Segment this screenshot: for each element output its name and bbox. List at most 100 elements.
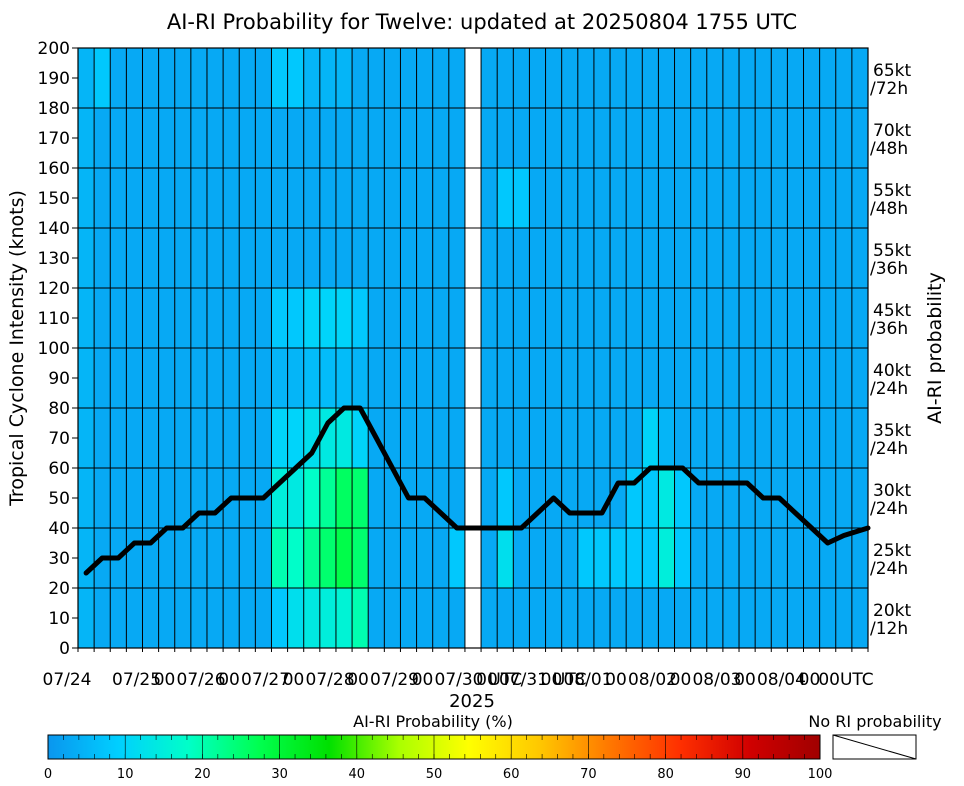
prob-cell: [400, 408, 417, 469]
prob-cell: [706, 48, 724, 109]
prob-cell: [158, 108, 176, 169]
prob-cell: [158, 228, 176, 289]
prob-cell: [319, 228, 337, 289]
prob-cell: [819, 348, 837, 409]
prob-cell: [706, 408, 724, 469]
y-tick-label: 30: [48, 549, 70, 569]
x-tick-label: 00UTC: [818, 670, 873, 690]
prob-cell: [464, 468, 482, 529]
prob-cell: [610, 228, 627, 289]
prob-cell: [335, 288, 353, 349]
prob-cell: [787, 468, 804, 529]
prob-cell: [384, 408, 401, 469]
prob-cell: [593, 528, 611, 589]
y-tick-label: 160: [38, 159, 70, 179]
prob-cell: [126, 408, 143, 469]
prob-cell: [78, 288, 95, 349]
x-tick-label: 00: [412, 670, 434, 690]
prob-cell: [722, 528, 740, 589]
prob-cell: [706, 528, 724, 589]
prob-cell: [803, 348, 821, 409]
prob-cell: [255, 408, 272, 469]
y-tick-label: 60: [48, 459, 70, 479]
prob-cell: [561, 468, 579, 529]
colorbar-tick-label: 40: [349, 767, 366, 782]
prob-cell: [642, 588, 659, 649]
prob-cell: [787, 408, 804, 469]
prob-cell: [577, 168, 595, 229]
prob-cell: [851, 288, 869, 349]
prob-cell: [400, 588, 417, 649]
prob-cell: [819, 288, 837, 349]
prob-cell: [690, 108, 708, 169]
prob-cell: [78, 348, 95, 409]
prob-cell: [158, 348, 176, 409]
prob-cell: [819, 228, 837, 289]
prob-cell: [851, 48, 869, 109]
prob-cell: [803, 108, 821, 169]
prob-cell: [674, 48, 692, 109]
colorbar-tick-label: 30: [271, 767, 288, 782]
prob-cell: [577, 288, 595, 349]
prob-cell: [739, 348, 756, 409]
prob-cell: [110, 588, 127, 649]
prob-cell: [206, 588, 224, 649]
prob-cell: [416, 408, 434, 469]
prob-cell: [464, 528, 482, 589]
x-tick-label: 00: [347, 670, 369, 690]
prob-cell: [142, 588, 160, 649]
prob-cell: [755, 228, 772, 289]
prob-cell: [271, 48, 288, 109]
x-tick-label: UTC: [553, 670, 587, 690]
prob-cell: [416, 228, 434, 289]
prob-cell: [174, 528, 192, 589]
prob-cell: [561, 228, 579, 289]
prob-cell: [223, 408, 240, 469]
prob-cell: [448, 168, 466, 229]
prob-cell: [835, 348, 853, 409]
prob-cell: [464, 108, 482, 169]
prob-cell: [319, 48, 337, 109]
prob-cell: [239, 228, 256, 289]
prob-cell: [352, 468, 369, 529]
prob-cell: [674, 168, 692, 229]
prob-cell: [755, 288, 772, 349]
prob-cell: [126, 468, 143, 529]
prob-cell: [174, 228, 192, 289]
prob-cell: [416, 168, 434, 229]
prob-cell: [255, 588, 272, 649]
colorbar-tick-label: 70: [580, 767, 597, 782]
prob-cell: [319, 588, 337, 649]
prob-cell: [481, 168, 498, 229]
y-tick-label: 0: [59, 639, 70, 659]
threshold-label: 30kt: [873, 481, 911, 501]
y-axis-label: Tropical Cyclone Intensity (knots): [6, 190, 28, 507]
prob-cell: [851, 528, 869, 589]
prob-cell: [577, 108, 595, 169]
prob-cell: [835, 228, 853, 289]
prob-cell: [610, 48, 627, 109]
prob-cell: [722, 228, 740, 289]
threshold-label: 25kt: [873, 541, 911, 561]
prob-cell: [126, 108, 143, 169]
prob-cell: [142, 108, 160, 169]
prob-cell: [577, 588, 595, 649]
prob-cell: [674, 348, 692, 409]
y-tick-label: 20: [48, 579, 70, 599]
colorbar-tick-label: 0: [44, 767, 52, 782]
prob-cell: [158, 528, 176, 589]
prob-cell: [223, 228, 240, 289]
prob-cell: [610, 348, 627, 409]
prob-cell: [271, 228, 288, 289]
prob-cell: [610, 408, 627, 469]
prob-cell: [722, 588, 740, 649]
prob-cell: [706, 468, 724, 529]
prob-cell: [610, 588, 627, 649]
prob-cell: [352, 48, 369, 109]
prob-cell: [658, 468, 675, 529]
prob-cell: [190, 528, 208, 589]
prob-cell: [545, 348, 563, 409]
prob-cell: [400, 48, 417, 109]
prob-cell: [626, 48, 643, 109]
prob-cell: [545, 168, 563, 229]
